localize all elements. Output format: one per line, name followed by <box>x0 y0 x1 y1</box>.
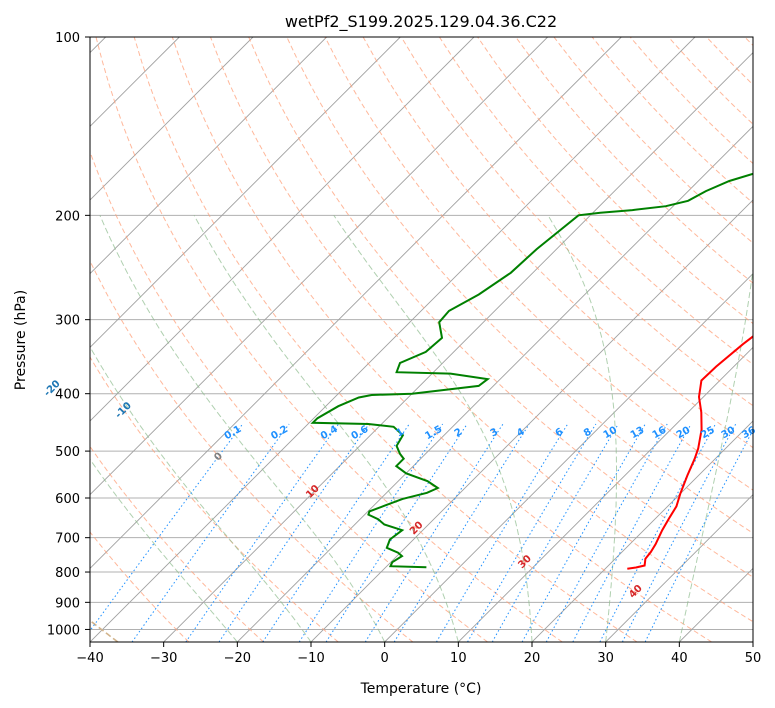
moist-adiabat-line <box>547 215 617 642</box>
mixing-ratio-line <box>467 423 597 642</box>
dry-adiabat-line <box>400 37 753 407</box>
isotherm-line <box>90 37 475 422</box>
x-tick-label: −20 <box>224 651 251 666</box>
x-tick-label: 50 <box>745 651 762 666</box>
mixing-ratio-line <box>572 423 692 642</box>
x-tick-label: 0 <box>381 651 389 666</box>
mixing-ratio-line <box>644 428 753 642</box>
isotherm-line <box>384 273 753 642</box>
dry-adiabat-line <box>324 37 753 491</box>
dry-adiabat-line <box>248 37 753 578</box>
dry-adiabat-line <box>438 37 753 366</box>
x-tick-label: 20 <box>524 651 541 666</box>
x-tick-label: −40 <box>76 651 103 666</box>
dry-adiabat-line <box>210 37 753 623</box>
mixing-ratio-line <box>435 423 569 642</box>
mixing-ratio-label: 1 <box>395 427 407 440</box>
mixing-ratio-line <box>218 423 370 642</box>
y-axis-label: Pressure (hPa) <box>13 290 29 390</box>
isotherm-line <box>90 37 548 496</box>
temperature-line <box>627 335 753 570</box>
moist-adiabat-line <box>193 215 459 642</box>
isotherm-line <box>531 420 753 642</box>
background-lines <box>90 37 753 642</box>
y-tick-label: 300 <box>55 314 80 329</box>
mixing-ratio-line <box>131 423 290 642</box>
mixing-ratio-line <box>262 423 410 642</box>
dry-adiabat-line <box>171 37 712 642</box>
dry-adiabat-line <box>515 37 753 284</box>
moist-adiabat-line <box>333 215 533 642</box>
x-axis: −40 −30 −20 −10 0 10 20 30 40 50 <box>76 642 761 666</box>
y-tick-label: 100 <box>55 31 80 46</box>
isotherm-line <box>90 37 254 201</box>
dry-adiabat-line <box>90 531 190 642</box>
mixing-ratio-line <box>599 423 716 642</box>
y-tick-label: 900 <box>55 596 80 611</box>
x-tick-label: −30 <box>150 651 177 666</box>
y-tick-label: 400 <box>55 388 80 403</box>
mixing-ratio-line <box>621 423 737 642</box>
y-tick-label: 700 <box>55 532 80 547</box>
mixing-ratio-line <box>521 423 646 642</box>
mixing-ratio-line <box>545 423 668 642</box>
isotherm-line <box>90 37 327 275</box>
mixing-ratio-line <box>185 423 340 642</box>
moist-adiabat-line <box>90 345 312 642</box>
plot-frame <box>89 36 754 643</box>
mixing-ratio-label: 2 <box>453 427 465 440</box>
y-tick-label: 1000 <box>47 623 80 638</box>
y-tick-label: 800 <box>55 566 80 581</box>
isotherm-line <box>90 37 401 348</box>
isotherm-line <box>163 52 753 642</box>
data-series <box>310 172 753 570</box>
isotherm-line <box>237 125 753 642</box>
isotherm-line <box>90 37 622 569</box>
y-tick-label: 500 <box>55 445 80 460</box>
mixing-ratio-label: 4 <box>515 426 527 439</box>
dry-adiabat-line <box>95 37 563 642</box>
isotherm-line <box>90 37 696 642</box>
mixing-ratio-label: 3 <box>489 426 501 439</box>
x-tick-label: −10 <box>297 651 324 666</box>
mixing-ratio-label: 8 <box>582 427 594 440</box>
moist-adiabat-line <box>678 265 753 642</box>
y-tick-label: 200 <box>55 209 80 224</box>
isotherm-line <box>605 494 753 642</box>
x-tick-label: 30 <box>597 651 614 666</box>
x-axis-label: Temperature (°C) <box>360 681 482 697</box>
x-tick-label: 10 <box>450 651 467 666</box>
x-tick-label: 40 <box>671 651 688 666</box>
mixing-ratio-line <box>393 423 530 642</box>
y-tick-label: 600 <box>55 492 80 507</box>
moist-adiabat-line <box>90 458 238 642</box>
dry-adiabat-line <box>90 356 339 642</box>
dry-adiabat-line <box>90 259 414 642</box>
isotherm-line <box>458 346 753 642</box>
y-axis: 100 200 300 400 500 600 700 800 900 1000 <box>47 31 90 638</box>
mixing-ratio-label: 6 <box>554 426 566 439</box>
chart-title: wetPf2_S199.2025.129.04.36.C22 <box>285 12 557 32</box>
dry-adiabat-line <box>133 37 638 642</box>
mixing-ratio-line <box>364 423 504 642</box>
dry-adiabat-line <box>90 150 488 642</box>
dry-adiabat-line <box>90 445 264 642</box>
dewpoint-line <box>310 172 753 569</box>
